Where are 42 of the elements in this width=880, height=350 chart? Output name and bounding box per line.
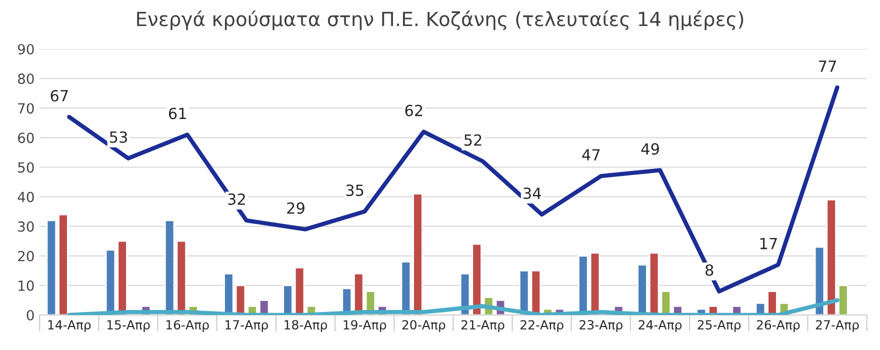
data-label: 35 bbox=[346, 184, 364, 196]
y-tick-label: 30 bbox=[18, 221, 34, 232]
data-label: 77 bbox=[819, 60, 836, 72]
data-label: 32 bbox=[228, 193, 245, 205]
line-series bbox=[67, 85, 840, 294]
y-tick-label: 80 bbox=[18, 74, 34, 84]
bar bbox=[164, 220, 175, 315]
x-tick-label: 16-Απρ bbox=[166, 320, 209, 332]
data-label: 52 bbox=[464, 134, 482, 146]
x-tick-label: 25-Απρ bbox=[698, 320, 741, 332]
line-series bbox=[67, 298, 840, 315]
data-label: 29 bbox=[287, 202, 304, 214]
y-tick-label: 90 bbox=[18, 44, 34, 54]
x-tick-label: 21-Απρ bbox=[461, 320, 504, 332]
y-tick-label: 0 bbox=[26, 310, 34, 320]
x-tick-label: 17-Απρ bbox=[226, 320, 268, 332]
data-label: 67 bbox=[50, 90, 68, 102]
x-tick-label: 14-Απρ bbox=[48, 320, 91, 332]
data-label: 34 bbox=[524, 187, 541, 200]
data-label: 17 bbox=[760, 238, 777, 250]
y-tick-label: 10 bbox=[18, 280, 34, 291]
data-label: 62 bbox=[405, 104, 422, 116]
x-tick-label: 18-Απρ bbox=[284, 320, 328, 332]
y-tick-label: 20 bbox=[18, 250, 34, 262]
x-tick-label: 23-Απρ bbox=[580, 320, 622, 332]
data-label: 61 bbox=[168, 108, 186, 120]
y-tick-label: 60 bbox=[18, 132, 34, 144]
x-tick-label: 27-Απρ bbox=[816, 320, 859, 332]
x-tick-label: 19-Απρ bbox=[344, 320, 386, 332]
x-tick-label: 24-Απρ bbox=[638, 320, 682, 332]
data-label: 53 bbox=[110, 131, 127, 143]
y-tick-label: 70 bbox=[18, 103, 34, 114]
data-label: 8 bbox=[706, 264, 714, 276]
data-label: 47 bbox=[582, 149, 600, 160]
x-tick-label: 20-Απρ bbox=[402, 320, 446, 332]
chart-title: Ενεργά κρούσματα στην Π.Ε. Κοζάνης (τελευταίες 14 ημέρες) bbox=[137, 10, 744, 30]
x-tick-label: 22-Απρ bbox=[520, 320, 564, 332]
y-tick-label: 50 bbox=[18, 162, 34, 173]
x-tick-label: 15-Απρ bbox=[107, 320, 150, 332]
x-tick-label: 26-Απρ bbox=[756, 320, 800, 332]
y-tick-label: 40 bbox=[18, 192, 34, 202]
data-label: 49 bbox=[641, 143, 659, 155]
